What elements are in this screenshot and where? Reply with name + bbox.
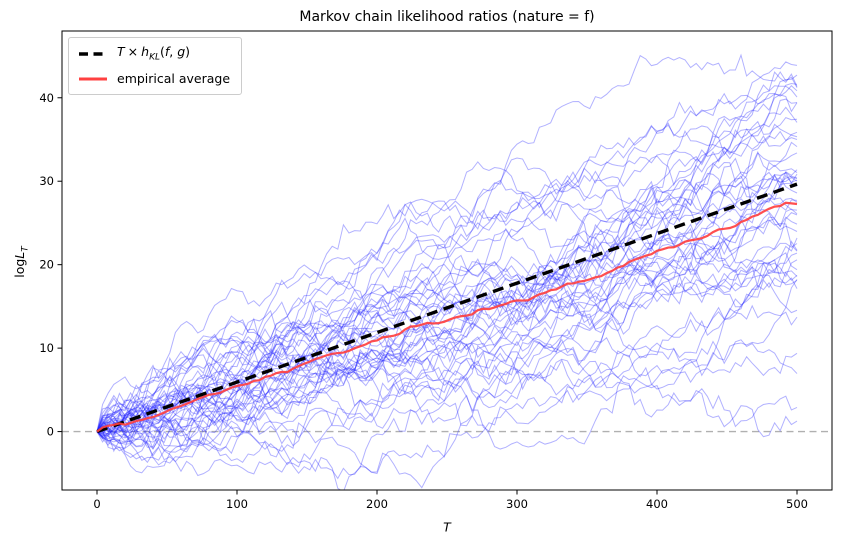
- kl-label-open-paren: (: [159, 44, 165, 60]
- sample-path: [96, 240, 798, 463]
- sample-path: [96, 106, 798, 453]
- sample-path: [96, 117, 798, 433]
- sample-path: [96, 339, 798, 439]
- sample-path: [96, 171, 798, 435]
- sample-path: [96, 216, 798, 489]
- sample-path: [96, 123, 798, 435]
- kl-label-f: f: [164, 44, 170, 60]
- sample-path: [96, 199, 798, 439]
- x-tick-label: 0: [93, 497, 100, 511]
- y-tick-label: 10: [39, 341, 54, 355]
- sample-path: [96, 152, 798, 445]
- kl-label-close-paren: ): [185, 44, 191, 60]
- sample-path: [96, 174, 798, 432]
- sample-path: [96, 358, 798, 448]
- sample-path: [96, 74, 798, 462]
- kl-label-times: ×: [127, 44, 139, 60]
- data-layer: [62, 53, 832, 490]
- y-tick-label: 0: [47, 425, 54, 439]
- kl-label-subscript: KL: [149, 52, 160, 63]
- legend: T × hKL(f, g) empirical average: [68, 37, 243, 95]
- sample-path: [96, 333, 798, 433]
- sample-path: [96, 182, 798, 440]
- dashed-line-swatch-icon: [79, 51, 107, 56]
- sample-path: [96, 98, 798, 459]
- legend-label-empirical-average: empirical average: [117, 71, 231, 86]
- sample-path: [96, 130, 798, 448]
- x-tick-label: 100: [226, 497, 248, 511]
- sample-path: [96, 162, 798, 433]
- x-tick-label: 400: [646, 497, 668, 511]
- chart-title: Markov chain likelihood ratios (nature =…: [299, 9, 595, 25]
- axes-frame: [61, 30, 833, 491]
- sample-path: [96, 261, 798, 432]
- sample-path: [96, 85, 798, 447]
- y-tick-label: 30: [39, 174, 54, 188]
- sample-path: [96, 150, 798, 434]
- kl-label-h: h: [141, 44, 150, 60]
- sample-path: [96, 71, 798, 432]
- sample-path: [96, 173, 798, 442]
- sample-path: [96, 129, 798, 432]
- sample-path: [96, 246, 798, 440]
- sample-path: [96, 277, 798, 477]
- sample-path: [96, 265, 798, 446]
- legend-entry-empirical-average: empirical average: [78, 68, 230, 89]
- sample-path: [96, 172, 798, 437]
- kl-label-T: T: [117, 44, 125, 60]
- sample-path: [96, 53, 798, 432]
- sample-path: [96, 212, 798, 452]
- sample-path: [96, 281, 798, 464]
- sample-path: [96, 375, 798, 466]
- sample-path: [96, 279, 798, 432]
- x-tick-label: 200: [366, 497, 388, 511]
- sample-path: [96, 237, 798, 439]
- kl-label-g: g: [177, 44, 186, 60]
- kl-line: [96, 182, 798, 434]
- x-axis-label: T: [443, 519, 451, 535]
- sample-path: [96, 192, 798, 433]
- legend-label-kl: T × hKL(f, g): [117, 44, 190, 63]
- empirical-average-line: [96, 201, 798, 433]
- sample-path: [96, 304, 798, 474]
- red-line-swatch-icon: [79, 77, 107, 80]
- sample-path: [96, 85, 798, 443]
- sample-path: [96, 93, 798, 432]
- y-tick-label: 20: [39, 258, 54, 272]
- y-tick-label: 40: [39, 91, 54, 105]
- sample-path: [96, 219, 798, 448]
- legend-entry-kl-line: T × hKL(f, g): [78, 43, 230, 64]
- sample-path: [96, 252, 798, 490]
- kl-label-separator: ,: [169, 44, 178, 60]
- x-tick-label: 500: [786, 497, 808, 511]
- sample-path: [96, 83, 798, 432]
- sample-path: [96, 208, 798, 450]
- sample-path: [96, 259, 798, 436]
- x-tick-label: 300: [506, 497, 528, 511]
- sample-path: [96, 157, 798, 432]
- sample-path: [96, 176, 798, 432]
